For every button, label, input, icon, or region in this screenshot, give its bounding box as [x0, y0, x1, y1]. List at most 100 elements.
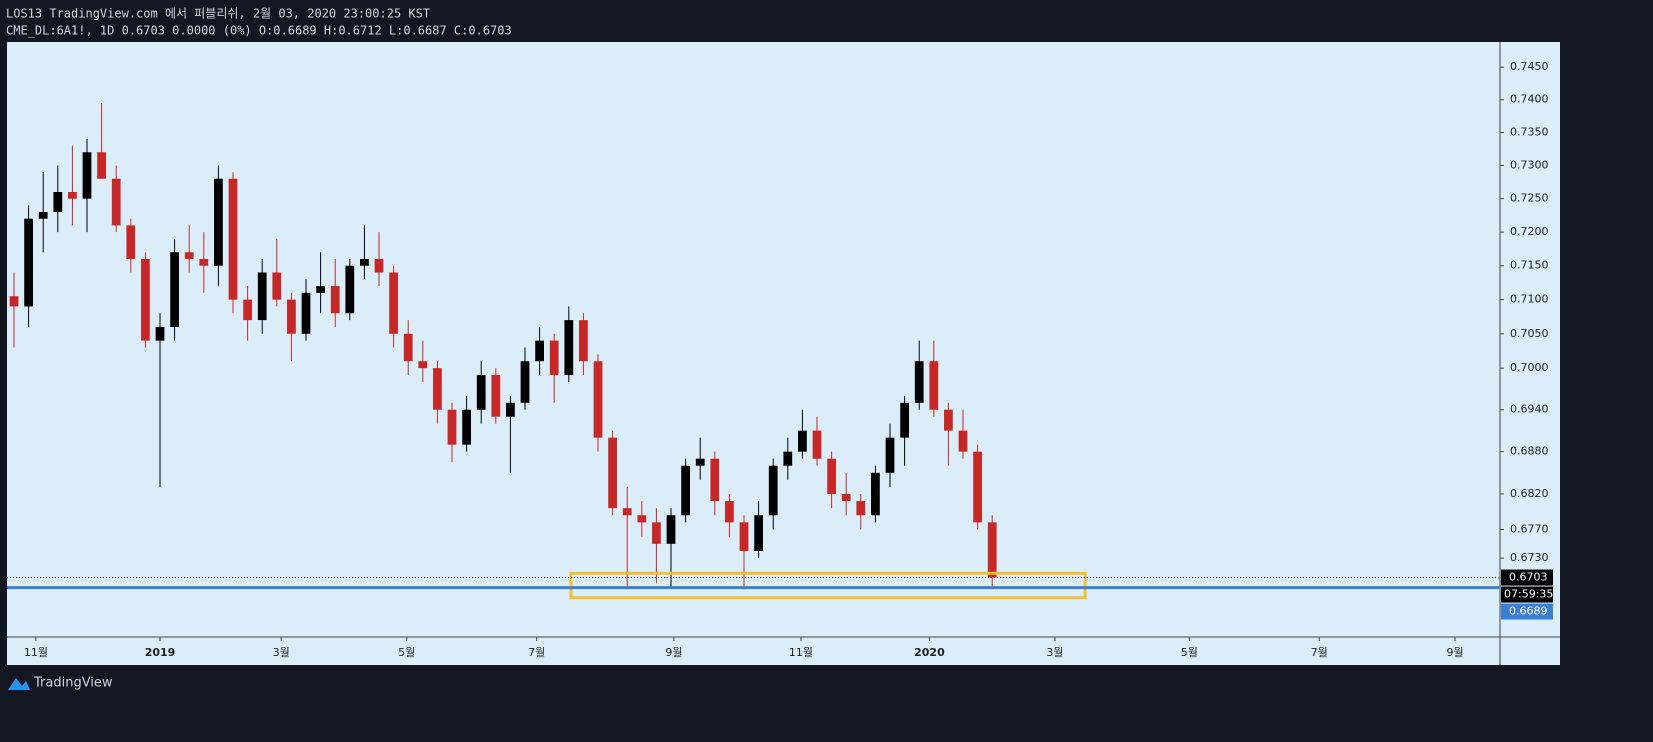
candle-body: [491, 375, 501, 417]
candle-body: [958, 430, 968, 452]
x-tick-label: 5월: [398, 646, 415, 659]
candle-body: [710, 458, 720, 502]
candle-body: [243, 299, 252, 321]
candle-body: [914, 361, 924, 403]
candle-body: [257, 272, 267, 321]
candle-body: [725, 501, 734, 523]
y-tick-label: 0.6880: [1510, 445, 1549, 458]
candle-body: [973, 451, 982, 523]
countdown-label: 07:59:35: [1504, 588, 1553, 601]
candle-body: [360, 258, 369, 266]
x-tick-label: 7월: [528, 646, 545, 659]
candle-body: [228, 178, 238, 300]
candle-body: [126, 225, 136, 259]
x-tick-label: 3월: [273, 646, 290, 659]
y-tick-label: 0.7150: [1510, 259, 1549, 272]
candle-body: [433, 368, 442, 410]
brand: TradingView: [33, 676, 113, 691]
y-tick-label: 0.7300: [1510, 158, 1549, 171]
candle-body: [330, 286, 340, 314]
candle-body: [768, 465, 778, 516]
x-tick-label: 5월: [1181, 646, 1198, 659]
x-tick-label: 2019: [145, 646, 176, 659]
candle-body: [24, 218, 33, 307]
candle-body: [622, 508, 632, 516]
footer-logo: TradingView: [8, 676, 113, 691]
candle-body: [53, 191, 63, 212]
candle-body: [170, 252, 179, 327]
candle-body: [316, 286, 325, 293]
candle-body: [681, 465, 690, 516]
last-price-badge: [1501, 569, 1553, 586]
candle-body: [798, 430, 807, 452]
candle-body: [418, 361, 428, 369]
x-tick-label: 3월: [1046, 646, 1063, 659]
y-tick-label: 0.7250: [1510, 192, 1549, 205]
candle-body: [637, 515, 647, 523]
last-price-label: 0.6703: [1509, 571, 1548, 584]
header-title: LOS13 TradingView.com 에서 퍼블리쉬, 2월 03, 20…: [6, 7, 430, 21]
candle-body: [549, 340, 559, 376]
candle-body: [389, 272, 398, 334]
x-tick-label: 2020: [914, 646, 945, 659]
x-tick-label: 11월: [789, 646, 813, 659]
y-tick-label: 0.6820: [1510, 487, 1549, 500]
header-ohlc: CME_DL:6A1!, 1D 0.6703 0.0000 (0%) O:0.6…: [6, 24, 512, 38]
candle-body: [462, 409, 471, 445]
y-tick-label: 0.7050: [1510, 327, 1549, 340]
y-tick-label: 0.7350: [1510, 125, 1549, 138]
candle-body: [593, 361, 603, 438]
candle-body: [403, 333, 413, 362]
support-zone: [569, 571, 1087, 600]
candle-body: [82, 152, 92, 199]
candle-body: [155, 326, 165, 341]
candle-body: [287, 299, 296, 334]
candle-body: [272, 272, 282, 300]
candle-body: [885, 437, 895, 473]
candle-body: [345, 265, 355, 314]
candle-body: [666, 515, 676, 544]
candle-body: [564, 320, 574, 376]
candle-body: [695, 458, 705, 466]
candle-body: [856, 501, 866, 516]
price-line-badge: [1501, 603, 1553, 620]
candle-body: [97, 152, 106, 179]
candle-body: [754, 515, 763, 551]
candle-body: [739, 522, 749, 551]
candle-body: [929, 361, 939, 410]
candle-body: [783, 451, 793, 466]
candle-body: [184, 252, 194, 259]
y-tick-label: 0.7100: [1510, 293, 1549, 306]
candle-body: [9, 296, 19, 307]
y-tick-label: 0.7000: [1510, 361, 1549, 374]
candle-body: [68, 191, 77, 199]
x-tick-label: 7월: [1311, 646, 1328, 659]
candle-body: [447, 409, 457, 445]
x-tick-label: 11월: [24, 646, 48, 659]
candle-body: [987, 522, 997, 578]
candle-body: [944, 409, 953, 431]
candle-body: [38, 211, 48, 219]
x-tick-label: 9월: [1446, 646, 1463, 659]
candle-body: [111, 178, 121, 226]
countdown-badge: [1501, 586, 1553, 603]
y-tick-label: 0.7400: [1510, 93, 1549, 106]
candle-body: [199, 258, 209, 266]
y-tick-label: 0.7200: [1510, 225, 1549, 238]
candle-body: [476, 375, 486, 410]
candle-body: [535, 340, 544, 362]
y-tick-label: 0.7450: [1510, 60, 1549, 73]
y-tick-label: 0.6940: [1510, 403, 1549, 416]
candle-body: [520, 361, 530, 403]
candle-body: [579, 320, 588, 362]
candle-body: [871, 472, 880, 516]
candle-body: [141, 258, 150, 341]
y-tick-label: 0.6770: [1510, 523, 1549, 536]
candle-body: [900, 402, 909, 438]
candle-body: [374, 258, 384, 273]
candle-body: [214, 178, 223, 266]
logo-icon: [8, 678, 30, 690]
candle-body: [506, 402, 515, 417]
candle-body: [812, 430, 822, 459]
candle-body: [652, 522, 661, 544]
